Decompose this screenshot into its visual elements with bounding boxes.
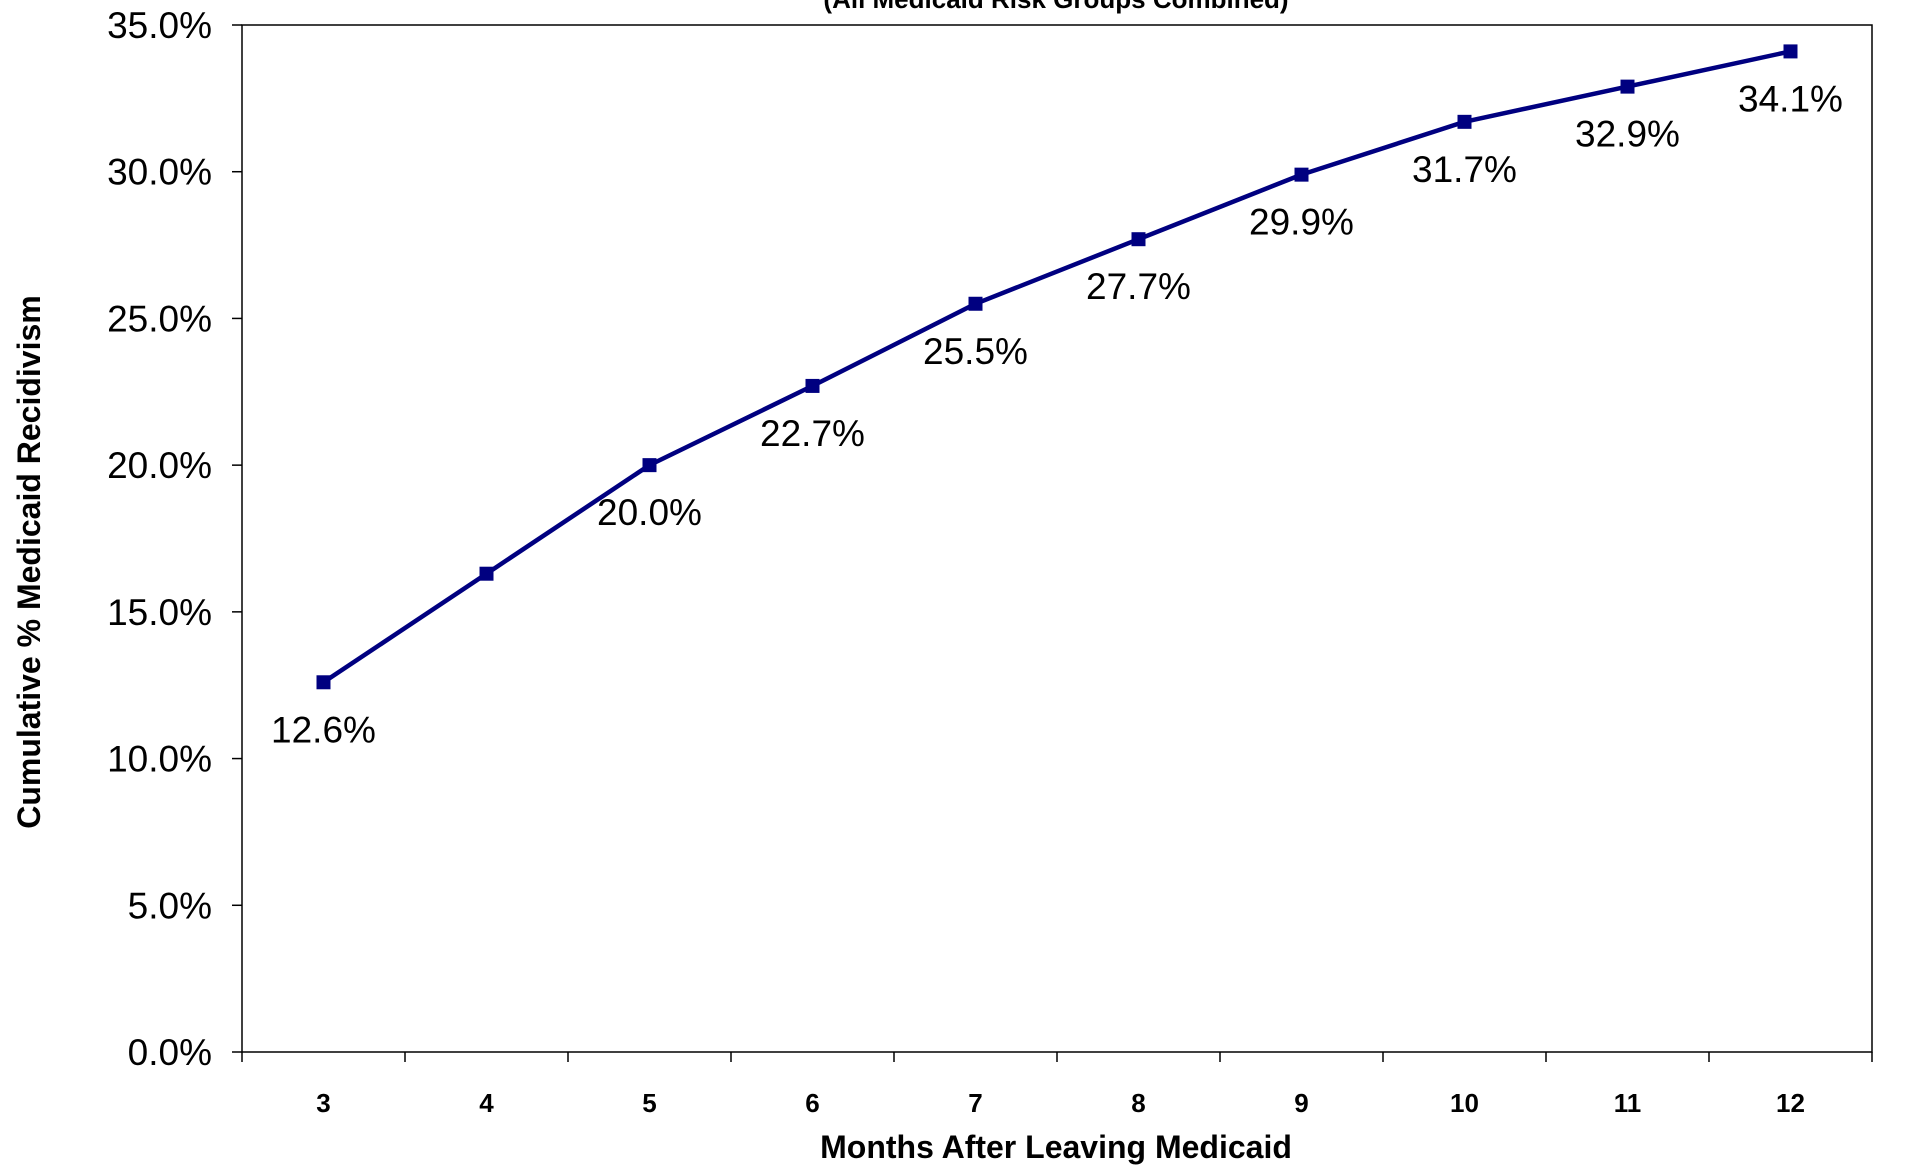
x-tick-label: 9 [1294,1088,1308,1118]
data-point-marker [968,296,983,311]
data-label: 31.7% [1412,149,1517,190]
x-tick-label: 10 [1450,1088,1479,1118]
data-point-marker [479,566,494,581]
plot-frame [241,24,1873,1053]
series [316,44,1798,690]
x-tick-label: 4 [479,1088,494,1118]
data-label: 22.7% [760,413,865,454]
y-tick-label: 0.0% [128,1032,212,1073]
y-tick-label: 30.0% [107,152,212,193]
data-point-marker [1131,232,1146,247]
y-tick-label: 5.0% [128,885,212,926]
x-tick-label: 8 [1131,1088,1145,1118]
data-label: 34.1% [1738,78,1843,119]
y-axis-label: Cumulative % Medicaid Recidivism [11,295,47,829]
y-tick-label: 10.0% [107,739,212,780]
x-tick-label: 5 [642,1088,656,1118]
plot-area [241,24,1873,1053]
x-tick-label: 11 [1614,1088,1642,1118]
data-label: 32.9% [1575,114,1680,155]
data-label: 27.7% [1086,266,1191,307]
y-tick-label: 25.0% [107,298,212,339]
data-label: 25.5% [923,331,1028,372]
y-tick-label: 20.0% [107,445,212,486]
series-line [322,49,1791,685]
data-point-marker [1783,44,1798,59]
data-point-marker [1294,167,1309,182]
y-axis: 0.0% 5.0% 10.0% 15.0% 20.0% 25.0% 30.0% 35.0% [107,5,242,1073]
x-tick-label: 3 [316,1088,330,1118]
data-point-marker [316,675,331,690]
x-axis: 3 4 5 6 7 8 9 10 11 12 [241,1052,1873,1118]
data-point-marker [642,458,657,473]
data-label: 20.0% [597,492,702,533]
y-tick-label: 15.0% [107,592,212,633]
data-labels: 12.6% 20.0% 22.7% 25.5% 27.7% 29.9% 31.7% 32.9%… [271,78,1843,750]
y-tick-label: 35.0% [107,5,212,46]
data-label: 12.6% [271,709,376,750]
data-point-marker [805,378,820,393]
chart-subtitle: (All Medicaid Risk Groups Combined) [823,0,1288,14]
x-axis-label: Months After Leaving Medicaid [820,1129,1292,1165]
x-tick-label: 12 [1776,1088,1805,1118]
data-point-marker [1620,79,1635,94]
x-tick-label: 6 [805,1088,819,1118]
x-tick-label: 7 [968,1088,982,1118]
data-label: 29.9% [1249,202,1354,243]
data-point-marker [1457,114,1472,129]
